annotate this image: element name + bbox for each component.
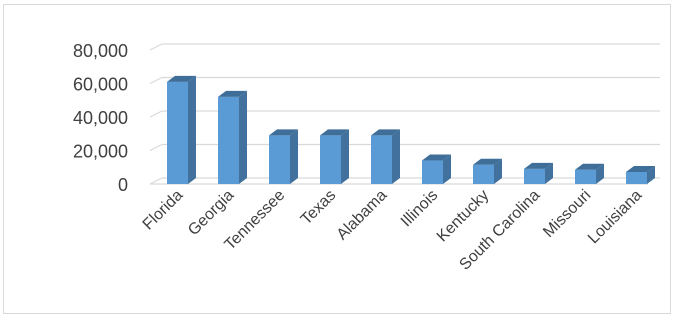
bar-front-face [626, 171, 647, 184]
bar-side-face [494, 158, 502, 184]
bar-top-face [218, 90, 247, 97]
bar-front-face [371, 135, 392, 184]
bar-top-face [167, 75, 196, 82]
bar-front-face [167, 81, 188, 184]
bar-front-face [218, 96, 239, 184]
bar-top-face [422, 154, 451, 161]
gridline-connector-4 [149, 43, 163, 51]
bar-side-face [341, 129, 349, 184]
bar-south-carolina [524, 162, 553, 184]
bar-top-face [524, 162, 553, 169]
x-category-label-1: Georgia [185, 187, 237, 239]
bar-side-face [596, 163, 604, 184]
bar-side-face [239, 90, 247, 184]
gridline-connector-2 [149, 110, 163, 118]
bar-front-face [320, 135, 341, 184]
y-tick-label-2: 40,000 [73, 108, 128, 128]
bar-alabama [371, 129, 400, 184]
gridline-connector-0 [149, 177, 163, 185]
bar-georgia [218, 90, 247, 184]
bar-top-face [371, 129, 400, 136]
bar-top-face [575, 163, 604, 170]
x-category-label-0: Florida [140, 187, 187, 234]
x-category-label-3: Texas [298, 187, 340, 229]
bar-side-face [545, 162, 553, 184]
bar-top-face [626, 165, 655, 172]
bar-side-face [290, 129, 298, 184]
bar-side-face [647, 165, 655, 184]
bar-top-face [473, 158, 502, 165]
x-category-label-5: Illinois [398, 187, 441, 230]
x-category-label-4: Alabama [334, 187, 391, 244]
bar-side-face [443, 154, 451, 184]
y-tick-label-4: 80,000 [73, 41, 128, 61]
y-axis-tick-labels: 0 20,000 40,000 60,000 80,000 [73, 41, 128, 195]
bars [167, 75, 655, 184]
bar-florida [167, 75, 196, 184]
y-tick-label-1: 20,000 [73, 142, 128, 162]
y-tick-label-0: 0 [118, 175, 128, 195]
bar-top-face [320, 129, 349, 136]
y-tick-label-3: 60,000 [73, 75, 128, 95]
bar-tennessee [269, 129, 298, 184]
x-category-label-9: Louisiana [585, 187, 646, 248]
bar-front-face [422, 160, 443, 184]
gridline-connector-1 [149, 143, 163, 152]
bar-louisiana [626, 165, 655, 184]
bar-front-face [473, 164, 494, 184]
gridline-connector-3 [149, 76, 163, 85]
bar-side-face [188, 75, 196, 184]
bar-missouri [575, 163, 604, 184]
bar-front-face [269, 135, 290, 184]
bar-texas [320, 129, 349, 184]
bar-top-face [269, 129, 298, 136]
bar-kentucky [473, 158, 502, 184]
bar-front-face [575, 169, 596, 184]
bar-front-face [524, 168, 545, 184]
bar-side-face [392, 129, 400, 184]
bar-illinois [422, 154, 451, 184]
